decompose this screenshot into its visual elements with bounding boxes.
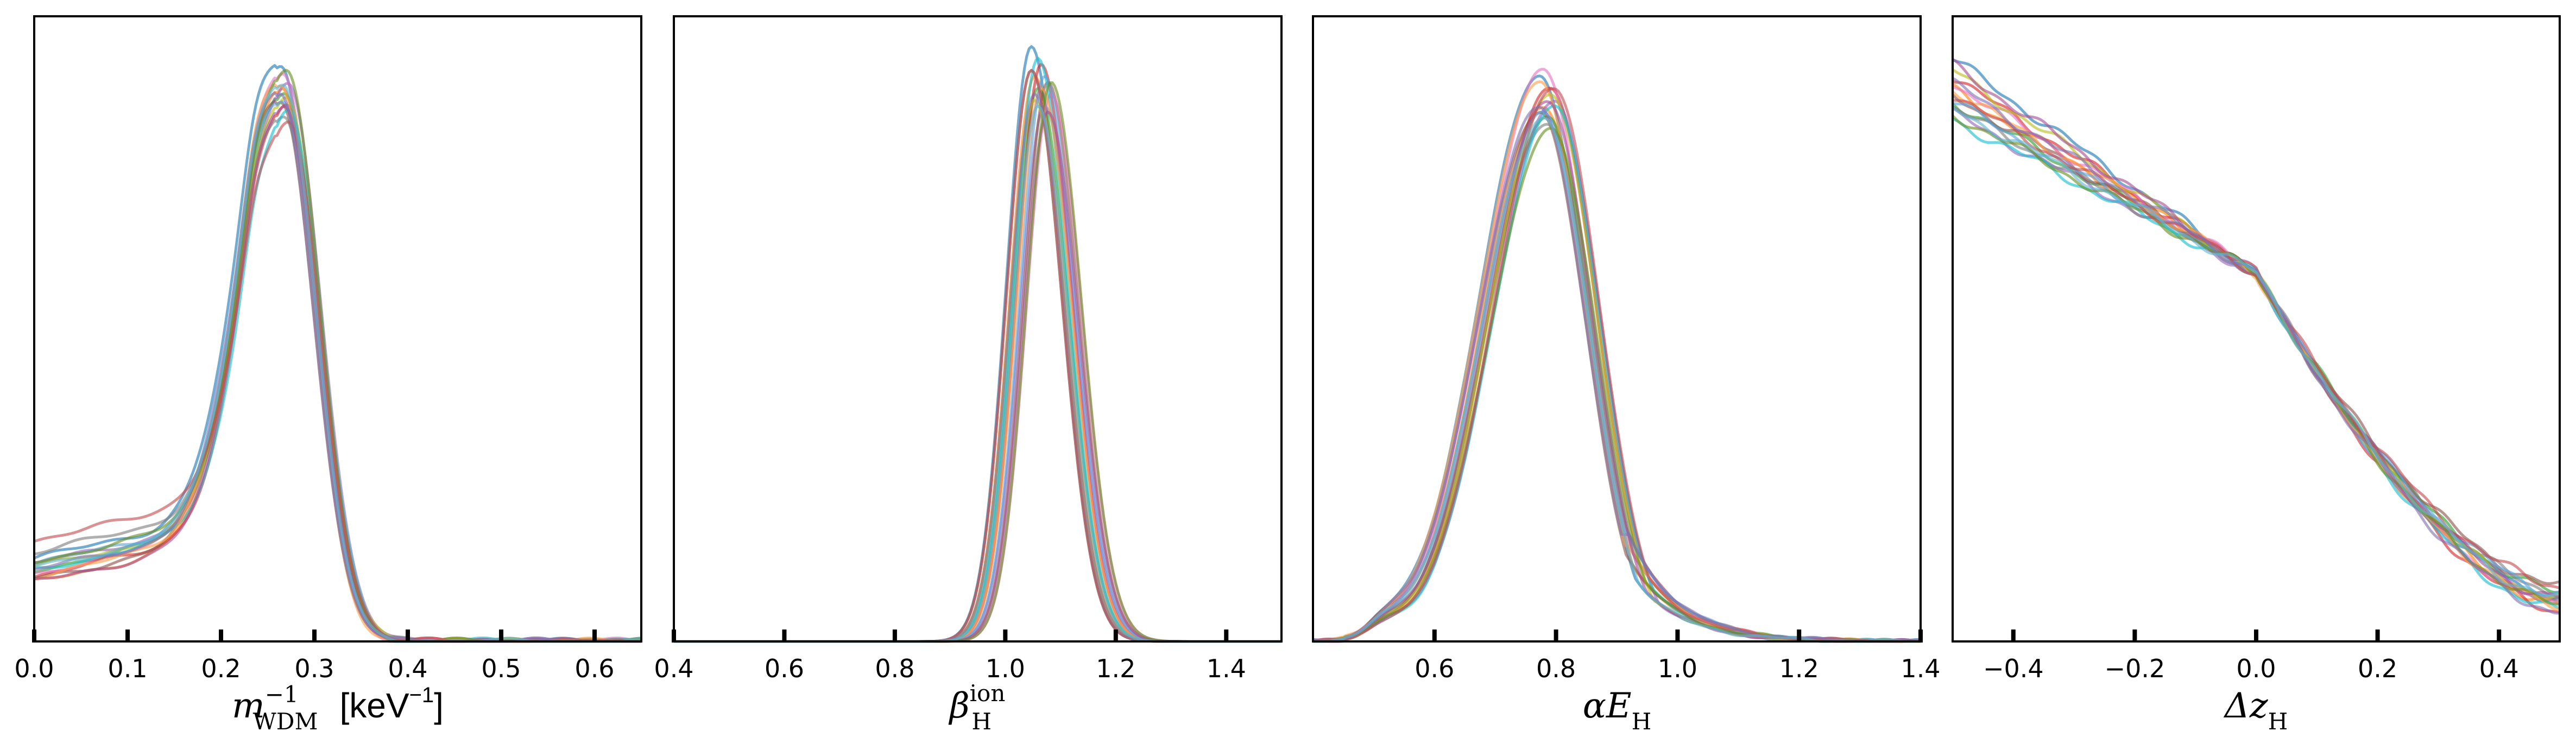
panel-wdm-series-12 — [34, 100, 641, 643]
panel-alpha-frame — [1312, 15, 1922, 643]
panel-deltaz-tick-label: 0.2 — [2358, 654, 2397, 683]
panel-alpha-ticks: 0.6 0.8 1.0 1.2 1.4 — [1415, 629, 1941, 683]
panel-beta-series-11 — [674, 87, 1281, 643]
panel-beta-series-5 — [674, 105, 1281, 643]
panel-wdm-xlabel: m−1 WDM [keV−1] — [232, 681, 444, 735]
panel-beta-series-2 — [674, 75, 1281, 643]
panel-alpha-series-8 — [1312, 123, 1921, 643]
panel-wdm-series-8 — [34, 116, 641, 643]
panel-deltaz-ticks: −0.4 −0.2 0.0 0.2 0.4 — [1983, 629, 2519, 683]
panel-beta-series-9 — [674, 99, 1281, 643]
panel-deltaz-series-17 — [1952, 106, 2560, 597]
panel-deltaz-series-12 — [1952, 101, 2560, 596]
panel-deltaz-curves — [1952, 58, 2561, 615]
panel-wdm-series-15 — [34, 120, 641, 643]
panel-beta-tick-label: 1.0 — [986, 654, 1025, 683]
panel-beta-series-12 — [674, 75, 1281, 643]
panel-deltaz-series-5 — [1952, 107, 2560, 602]
panel-wdm-tick-label: 0.0 — [14, 654, 54, 683]
panel-alpha-series-9 — [1313, 93, 1921, 643]
panel-alpha-curves — [1312, 68, 1921, 643]
panel-beta-series-8 — [674, 69, 1281, 643]
panel-deltaz-tick-label: −0.4 — [1983, 654, 2044, 683]
panel-deltaz: −0.4 −0.2 0.0 0.2 0.4 ΔzH — [1952, 15, 2561, 735]
panel-alpha-series-16 — [1312, 106, 1921, 643]
panel-alpha-series-12 — [1312, 110, 1921, 643]
panel-wdm-tick-label: 0.3 — [294, 654, 334, 683]
panel-beta-tick-label: 0.6 — [765, 654, 804, 683]
panel-beta-series-3 — [674, 87, 1281, 643]
panel-beta-series-6 — [674, 81, 1281, 643]
panel-deltaz-series-6 — [1952, 93, 2560, 585]
panel-deltaz-tick-label: −0.2 — [2105, 654, 2165, 683]
panel-beta-xlabel: βion H — [949, 680, 1006, 735]
panel-beta-frame — [673, 15, 1283, 643]
panel-alpha: 0.6 0.8 1.0 1.2 1.4 αEH — [1312, 15, 1941, 735]
panel-alpha-tick-label: 0.6 — [1415, 654, 1454, 683]
panel-beta-tick-label: 1.4 — [1207, 654, 1246, 683]
panel-wdm-series-6 — [34, 100, 642, 643]
panel-beta-series-10 — [674, 57, 1281, 643]
panel-wdm-frame — [33, 15, 642, 643]
panel-beta-series-16 — [674, 93, 1281, 643]
panel-beta-series-17 — [674, 105, 1281, 643]
panel-wdm-tick-label: 0.4 — [388, 654, 427, 683]
panel-deltaz-series-8 — [1952, 105, 2560, 600]
panel-alpha-series-6 — [1313, 111, 1921, 643]
panel-deltaz-tick-label: 0.0 — [2236, 654, 2276, 683]
panel-wdm-series-16 — [34, 91, 641, 643]
panel-alpha-xlabel: αEH — [1583, 686, 1652, 735]
panel-alpha-tick-label: 1.0 — [1658, 654, 1697, 683]
panel-alpha-series-11 — [1312, 80, 1921, 643]
panel-alpha-series-14 — [1313, 126, 1921, 643]
panel-alpha-series-7 — [1312, 68, 1921, 643]
panel-beta-ticks: 0.4 0.6 0.8 1.0 1.2 1.4 — [654, 629, 1246, 683]
panel-beta-series-13 — [674, 110, 1281, 643]
panel-deltaz-xlabel: ΔzH — [2223, 686, 2288, 735]
panel-beta: 0.4 0.6 0.8 1.0 1.2 1.4 βion H — [654, 15, 1283, 735]
panel-alpha-series-3 — [1313, 115, 1921, 643]
panel-beta-series-4 — [674, 63, 1281, 643]
panel-deltaz-tick-label: 0.4 — [2479, 654, 2519, 683]
panel-alpha-series-1 — [1312, 74, 1921, 643]
panel-wdm-tick-label: 0.5 — [481, 654, 521, 683]
panel-alpha-series-10 — [1313, 104, 1921, 643]
panel-wdm-tick-label: 0.2 — [201, 654, 241, 683]
panel-beta-series-7 — [674, 93, 1281, 643]
panel-deltaz-series-10 — [1952, 117, 2561, 610]
panel-wdm-tick-label: 0.1 — [108, 654, 147, 683]
panel-deltaz-series-15 — [1952, 99, 2560, 590]
panel-alpha-series-13 — [1313, 100, 1921, 643]
panel-deltaz-series-14 — [1952, 115, 2560, 606]
panel-alpha-tick-label: 0.8 — [1536, 654, 1576, 683]
panel-beta-tick-label: 0.8 — [875, 654, 914, 683]
panel-beta-series-15 — [674, 69, 1281, 643]
panel-beta-tick-label: 0.4 — [654, 654, 693, 683]
panel-alpha-series-5 — [1312, 99, 1921, 643]
panel-beta-series-14 — [674, 81, 1281, 643]
panel-wdm: 0.0 0.1 0.2 0.3 0.4 0.5 0.6 m−1 WDM [keV−1] — [14, 15, 642, 735]
panel-deltaz-series-11 — [1952, 91, 2560, 611]
panel-wdm-series-13 — [34, 105, 641, 643]
panel-alpha-tick-label: 1.2 — [1779, 654, 1819, 683]
panel-beta-series-1 — [674, 45, 1281, 643]
panel-alpha-series-2 — [1312, 106, 1921, 643]
panel-wdm-series-10 — [34, 109, 642, 643]
panel-deltaz-series-3 — [1952, 103, 2560, 594]
panel-beta-curves — [674, 45, 1281, 643]
panel-beta-tick-label: 1.2 — [1096, 654, 1135, 683]
panel-wdm-ticks: 0.0 0.1 0.2 0.3 0.4 0.5 0.6 — [14, 629, 615, 683]
panel-alpha-series-17 — [1313, 116, 1921, 643]
panel-alpha-series-4 — [1312, 86, 1921, 643]
panel-wdm-tick-label: 0.6 — [574, 654, 614, 683]
panel-wdm-curves — [33, 64, 642, 643]
panel-alpha-tick-label: 1.4 — [1901, 654, 1940, 683]
panel-wdm-series-4 — [34, 103, 641, 643]
panel-deltaz-series-7 — [1952, 86, 2561, 607]
panel-alpha-series-15 — [1312, 87, 1921, 643]
